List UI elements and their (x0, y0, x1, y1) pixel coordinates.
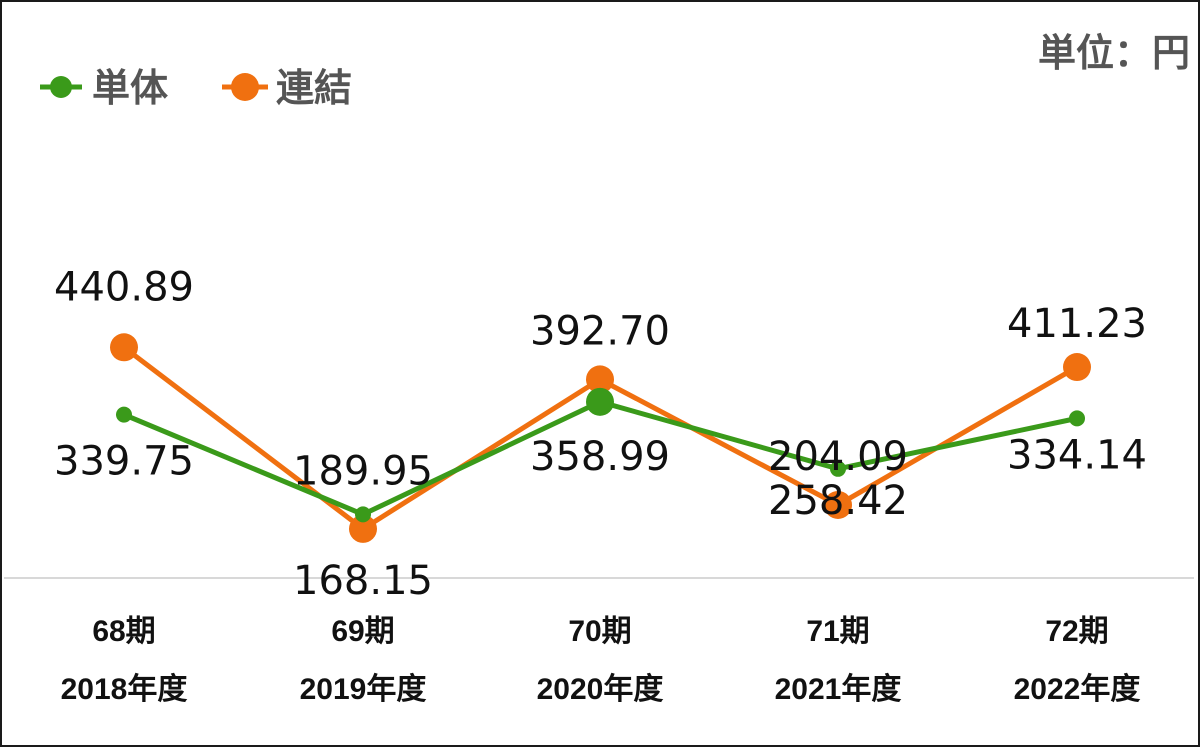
x-tick-label-period: 70期 (568, 615, 631, 648)
x-tick-label-year: 2018年度 (61, 673, 188, 706)
value-label-tantai: 258.42 (768, 478, 908, 524)
value-label-tantai: 339.75 (54, 439, 194, 485)
value-label-tantai: 334.14 (1007, 432, 1147, 478)
x-tick-label-period: 68期 (92, 615, 155, 648)
data-point-renketsu (110, 333, 138, 362)
x-tick-label-period: 71期 (806, 615, 869, 648)
value-label-renketsu: 411.23 (1007, 301, 1147, 347)
legend: 単体 連結 (40, 66, 352, 110)
x-axis-tick-labels: 68期 2018年度 69期 2019年度 70期 2020年度 71期 2021年度 72期 2… (61, 615, 1141, 706)
x-tick-label-year: 2022年度 (1014, 673, 1141, 706)
data-point-tantai (586, 387, 614, 416)
legend-item-tantai: 単体 (40, 66, 168, 110)
value-label-renketsu: 204.09 (768, 434, 908, 480)
data-point-tantai (355, 506, 371, 523)
data-point-renketsu (349, 514, 377, 543)
data-point-renketsu (824, 490, 852, 519)
value-label-renketsu: 168.15 (293, 558, 433, 604)
x-tick-label-year: 2021年度 (775, 673, 902, 706)
x-tick-label-period: 72期 (1045, 615, 1108, 648)
legend-marker-tantai (50, 76, 72, 98)
legend-marker-renketsu (231, 73, 259, 101)
value-label-renketsu: 392.70 (530, 308, 670, 354)
data-point-tantai (116, 406, 132, 423)
value-label-tantai: 358.99 (530, 434, 670, 480)
legend-label-renketsu: 連結 (276, 66, 352, 110)
value-labels: 339.75 189.95 358.99 258.42 334.14 440.89 168.… (54, 264, 1147, 604)
x-tick-label-year: 2020年度 (537, 673, 664, 706)
unit-label: 単位：円 (1038, 31, 1190, 75)
value-label-tantai: 189.95 (293, 448, 433, 494)
data-point-renketsu (1063, 353, 1091, 382)
data-point-tantai (830, 460, 846, 477)
series-layer (110, 333, 1091, 543)
legend-item-renketsu: 連結 (222, 66, 352, 110)
value-label-renketsu: 440.89 (54, 264, 194, 310)
legend-label-tantai: 単体 (92, 66, 168, 110)
data-point-renketsu (586, 365, 614, 394)
x-tick-label-year: 2019年度 (300, 673, 427, 706)
x-tick-label-period: 69期 (331, 615, 394, 648)
data-point-tantai (1069, 410, 1085, 427)
